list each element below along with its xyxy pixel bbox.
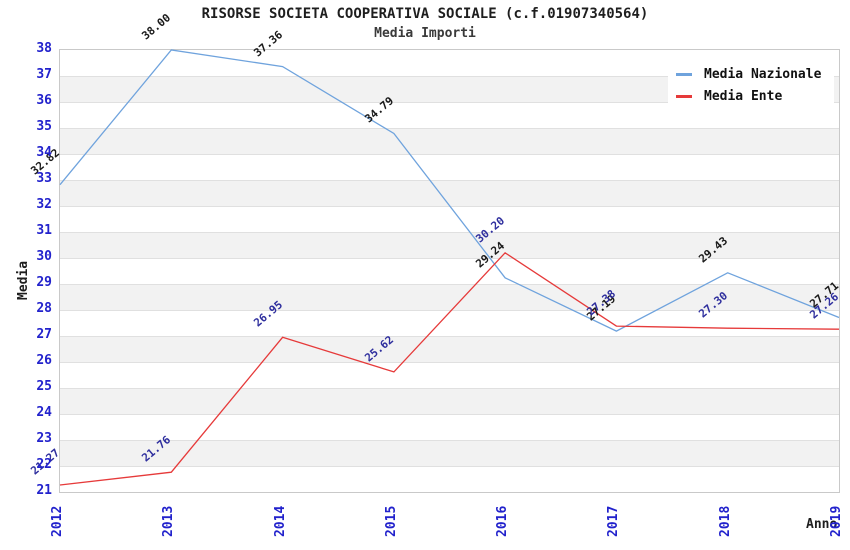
plot-band [60,284,839,310]
gridline [60,388,839,389]
plot-area: 32.82 38.00 37.36 34.79 29.24 27.19 29.43 27.71… [28,11,841,493]
y-tick-label: 28 [36,301,52,316]
y-tick-label: 38 [36,41,52,56]
y-tick-label: 22 [36,457,52,472]
legend-item-media-ente: Media Ente [676,85,826,107]
y-tick-label: 35 [36,119,52,134]
plot-band [60,154,839,180]
gridline [60,154,839,155]
plot-band [60,232,839,258]
x-tick-label: 2018 [717,505,733,537]
series-line-media-nazionale [59,49,840,332]
series-line-media-ente [59,251,840,486]
gridline [60,336,839,337]
y-tick-label: 26 [36,353,52,368]
legend-label: Media Nazionale [704,66,822,82]
plot-band [60,258,839,284]
y-tick-label: 31 [36,223,52,238]
y-tick-label: 37 [36,67,52,82]
gridline [60,466,839,467]
y-tick-label: 34 [36,145,52,160]
plot-band [60,414,839,440]
gridline [60,76,839,77]
gridline [60,258,839,259]
y-tick-label: 36 [36,93,52,108]
y-tick-label: 27 [36,327,52,342]
gridline [60,232,839,233]
legend-swatch-blue-line-icon [676,72,692,76]
x-tick-label: 2014 [272,505,288,537]
chart-subtitle: Media Importi [374,26,476,41]
y-tick-label: 29 [36,275,52,290]
gridline [60,180,839,181]
x-tick-label: 2012 [50,505,65,537]
y-tick-label: 24 [36,405,52,420]
x-tick-label: 2016 [495,505,511,537]
plot-band [60,180,839,206]
y-tick-label: 23 [36,431,52,446]
gridline [60,128,839,129]
x-tick-label: 2013 [161,505,177,537]
y-tick-label: 30 [36,249,52,264]
gridline [60,362,839,363]
legend-swatch-red-line-icon [676,94,692,98]
x-tick-label: 2019 [829,505,844,537]
x-tick-label: 2015 [383,505,399,537]
plot-band [60,362,839,388]
series-lines [59,49,840,486]
legend-item-media-nazionale: Media Nazionale [676,63,826,85]
gridline [60,440,839,441]
plot-band [60,310,839,336]
y-tick-label: 32 [36,197,52,212]
plot-band [60,128,839,154]
y-tick-label: 33 [36,171,52,186]
legend-label: Media Ente [704,88,783,104]
gridline [60,414,839,415]
gridline [60,310,839,311]
plot-band [60,336,839,362]
y-tick-label: 21 [36,483,52,498]
x-tick-label: 2017 [606,505,622,537]
plot-band [60,206,839,232]
gridline [60,284,839,285]
x-axis-title: Anno [806,517,838,532]
plot-band [60,466,839,492]
chart-title: RISORSE SOCIETA COOPERATIVA SOCIALE (c.f… [201,6,649,22]
legend: Media Nazionale Media Ente [668,57,834,113]
plot-band [60,440,839,466]
plot-band [60,388,839,414]
gridline [60,102,839,103]
y-tick-label: 25 [36,379,52,394]
